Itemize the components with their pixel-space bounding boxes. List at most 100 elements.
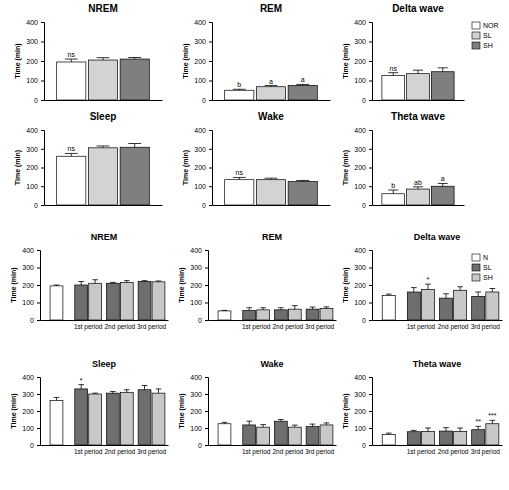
y-tick-mark [205,320,208,321]
bar [407,189,430,205]
x-tick-label: 1st period [74,448,103,456]
y-tick-label: 300 [26,38,38,45]
y-tick-label: 400 [190,247,202,254]
y-tick: 100 [194,77,212,84]
y-tick: 100 [194,183,212,190]
error-bar [134,144,135,148]
error-bar-cap [388,190,398,191]
y-tick-label: 100 [26,77,38,84]
plot-area [57,144,150,206]
y-tick-mark [369,428,372,429]
legend-entry: SL [472,32,492,39]
y-tick-mark [209,81,212,82]
y-tick-mark [205,268,208,269]
bar [89,394,102,445]
y-tick-mark [209,61,212,62]
y-tick-label: 200 [354,58,366,65]
y-tick: 400 [26,127,44,134]
plot-area [382,284,499,320]
y-tick: 300 [354,145,372,152]
bar [472,430,485,445]
error-bar [492,420,493,423]
bar [88,148,117,205]
y-tick: 100 [190,425,208,432]
bar [218,424,231,445]
y-tick-label: 300 [354,391,366,398]
error-bar [56,397,57,400]
legend-swatch [472,42,480,49]
y-tick-mark [37,411,40,412]
error-bar-cap [425,428,431,429]
significance-label: a [441,175,445,182]
x-tick-label: 3rd period [305,323,335,331]
bar [382,296,395,321]
error-bar-cap [110,282,116,283]
x-tick-label: 3rd period [305,448,335,456]
y-tick: 0 [30,317,40,324]
error-bar [418,70,419,74]
error-bar [81,385,82,389]
y-tick: 400 [26,19,44,26]
y-tick-label: 400 [190,374,202,381]
error-bar-cap [310,307,316,308]
panel: SleepTime (min)01002003004001st period2n… [10,359,169,456]
y-tick: 300 [190,391,208,398]
y-tick-mark [369,168,372,169]
error-bar-cap [265,178,278,179]
y-tick-label: 100 [194,77,206,84]
x-axis-line [373,205,465,206]
error-bar [442,68,443,72]
error-bar-cap [489,420,495,421]
title: Delta wave [392,3,444,14]
y-tick-label: 200 [194,164,206,171]
y-tick-label: 100 [26,183,38,190]
y-tick-label: 100 [354,77,366,84]
error-bar-cap [438,67,448,68]
annotations: * [427,276,430,283]
x-tick: 2nd period [438,445,469,456]
error-bar-cap [443,427,449,428]
x-tick-label: 2nd period [104,448,135,456]
annotations: * [80,377,83,384]
error-bar-cap [489,288,495,289]
bar [320,425,333,445]
x-tick-label: 1st period [242,323,271,331]
error-bar-cap [222,310,228,311]
error-bar-cap [97,57,110,58]
y-tick: 200 [194,164,212,171]
error-bar [158,389,159,393]
y-tick-mark [369,149,372,150]
error-bar [393,73,394,76]
panel: REMTime (min)0100200300400baa [182,3,331,104]
x-axis-line [213,100,331,101]
y-axis-line [205,378,209,446]
y-tick: 300 [22,264,40,271]
y-axis: 0100200300400 [22,247,40,324]
y-tick: 100 [354,77,372,84]
y-axis-title: Time (min) [178,267,186,302]
error-bar [492,289,493,293]
y-tick-mark [369,61,372,62]
y-tick-mark [369,22,372,23]
y-tick-label: 200 [26,164,38,171]
y-tick: 300 [194,38,212,45]
x-axis-line [41,320,169,321]
error-bar [413,288,414,292]
y-tick-mark [369,268,372,269]
y-tick: 200 [194,58,212,65]
y-tick: 200 [22,282,40,289]
x-tick: 3rd period [305,445,335,456]
error-bar-cap [124,389,130,390]
x-tick: 1st period [407,445,436,456]
legend-entry: SH [472,274,493,281]
x-tick: 1st period [242,445,271,456]
legend-swatch [472,254,480,261]
legend-swatch [472,264,480,271]
legend-entry: SL [472,264,492,271]
y-axis-title: Time (min) [178,393,186,428]
legend-label: SH [483,274,493,281]
significance-label: b [237,81,241,88]
bar [439,298,452,320]
bar [152,393,165,445]
y-tick-mark [369,205,372,206]
